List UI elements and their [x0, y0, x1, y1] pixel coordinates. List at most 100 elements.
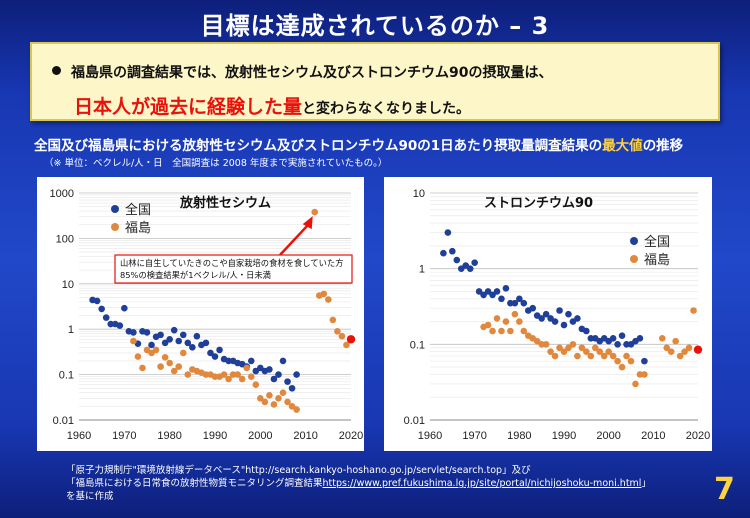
fukushima-point: [257, 395, 264, 402]
summary-text-2: と変わらなくなりました。: [302, 101, 471, 117]
fukushima-point: [261, 398, 269, 406]
fukushima-point: [184, 371, 192, 378]
national-point: [529, 304, 537, 312]
national-point: [618, 332, 626, 340]
national-point: [475, 288, 483, 295]
x-tick-label: 1990: [552, 430, 576, 442]
x-tick-label: 1990: [203, 430, 227, 442]
fukushima-point: [329, 316, 337, 324]
fukushima-point: [293, 406, 300, 413]
national-point: [511, 299, 519, 307]
national-point: [498, 295, 505, 303]
national-point: [636, 335, 644, 342]
source-line3: を基に作成: [66, 491, 114, 502]
national-point: [288, 384, 296, 392]
fukushima-point: [211, 373, 219, 380]
source-line2-suffix: 」: [641, 478, 651, 489]
fukushima-point: [578, 344, 586, 352]
fukushima-point: [229, 371, 237, 378]
national-point: [247, 357, 255, 365]
national-point: [193, 332, 201, 340]
y-tick-label: 0.1: [59, 370, 74, 382]
x-tick-label: 1960: [418, 430, 442, 442]
fukushima-point: [565, 344, 572, 352]
fukushima-point: [252, 381, 260, 388]
chart-title: 放射性セシウム: [179, 195, 271, 211]
source-line2-prefix: 「福島県における日常食の放射性物質モニタリング調査結果: [66, 478, 323, 489]
national-point: [116, 322, 124, 329]
source-line2: 「福島県における日常食の放射性物質モニタリング調査結果https://www.p…: [66, 477, 651, 490]
fukushima-point: [667, 348, 675, 355]
national-point: [641, 357, 648, 365]
y-tick-label: 10: [413, 188, 425, 200]
fukushima-point: [511, 310, 519, 318]
fukushima-point: [498, 327, 505, 335]
national-point: [102, 314, 110, 321]
fukushima-point: [587, 352, 595, 360]
summary-line2: 日本人が過去に経験した量と変わらなくなりました。: [74, 92, 470, 119]
fukushima-point: [152, 346, 160, 354]
fukushima-point: [658, 335, 666, 342]
fukushima-point: [493, 315, 501, 322]
fukushima-point: [502, 318, 510, 325]
fukushima-point: [279, 389, 287, 396]
fukushima-point: [243, 364, 251, 372]
fukushima-point: [170, 367, 178, 375]
legend-label: 福島: [125, 221, 151, 236]
national-point: [484, 288, 492, 295]
fukushima-point: [161, 354, 169, 361]
fukushima-point: [618, 363, 626, 371]
national-point: [275, 371, 282, 378]
national-point: [170, 326, 178, 334]
fukushima-point: [325, 296, 332, 303]
chart-subcaption: （※ 単位：ベクレル/人・日 全国調査は 2008 年度まで実施されていたもの。…: [44, 158, 388, 169]
fukushima-point: [507, 327, 514, 335]
national-point: [453, 256, 461, 264]
national-point: [609, 335, 617, 342]
national-point: [444, 229, 452, 236]
summary-text-1: 福島県の調査結果では、放射性セシウム及びストロンチウム90の摂取量は、: [71, 65, 553, 81]
national-point: [542, 310, 550, 318]
national-point: [207, 349, 214, 357]
annotation-arrow-shaft: [279, 221, 312, 256]
fukushima-point: [520, 327, 528, 335]
national-point: [466, 265, 474, 272]
national-point: [107, 320, 115, 328]
fukushima-point: [663, 344, 671, 352]
fukushima-point: [596, 348, 604, 355]
fukushima-point: [583, 348, 590, 355]
fukushima-point: [600, 352, 608, 360]
national-point: [93, 297, 101, 305]
source-url-link[interactable]: https://www.pref.fukushima.lg.jp/site/po…: [322, 478, 642, 489]
national-point: [157, 331, 164, 339]
fukushima-point: [343, 341, 350, 349]
national-point: [161, 339, 169, 347]
page-number: 7: [714, 472, 735, 507]
national-point: [583, 327, 590, 335]
national-point: [184, 339, 192, 347]
chart-title: ストロンチウム90: [484, 196, 593, 211]
national-point: [189, 343, 196, 351]
caption-highlight: 最大値: [602, 138, 643, 154]
fukushima-point: [270, 401, 278, 408]
x-tick-label: 2000: [596, 430, 620, 442]
fukushima-point: [202, 371, 210, 378]
fukushima-point: [516, 318, 523, 325]
fukushima-point: [591, 344, 599, 352]
x-tick-label: 2020: [686, 430, 710, 442]
national-point: [266, 366, 273, 373]
legend-label: 全国: [644, 234, 670, 250]
legend-marker: [630, 255, 638, 263]
caption-part2: の推移: [642, 138, 684, 154]
fukushima-point: [220, 371, 228, 378]
fukushima-point: [627, 357, 635, 365]
fukushima-point: [560, 348, 568, 355]
summary-line1: 福島県の調査結果では、放射性セシウム及びストロンチウム90の摂取量は、: [52, 62, 552, 82]
summary-box: 福島県の調査結果では、放射性セシウム及びストロンチウム90の摂取量は、 日本人が…: [30, 42, 720, 121]
legend-label: 福島: [644, 253, 670, 268]
fukushima-point: [614, 357, 621, 365]
fukushima-point: [247, 373, 255, 380]
y-tick-label: 0.01: [404, 415, 425, 427]
fukushima-point: [225, 375, 232, 383]
y-tick-label: 1000: [50, 188, 74, 200]
